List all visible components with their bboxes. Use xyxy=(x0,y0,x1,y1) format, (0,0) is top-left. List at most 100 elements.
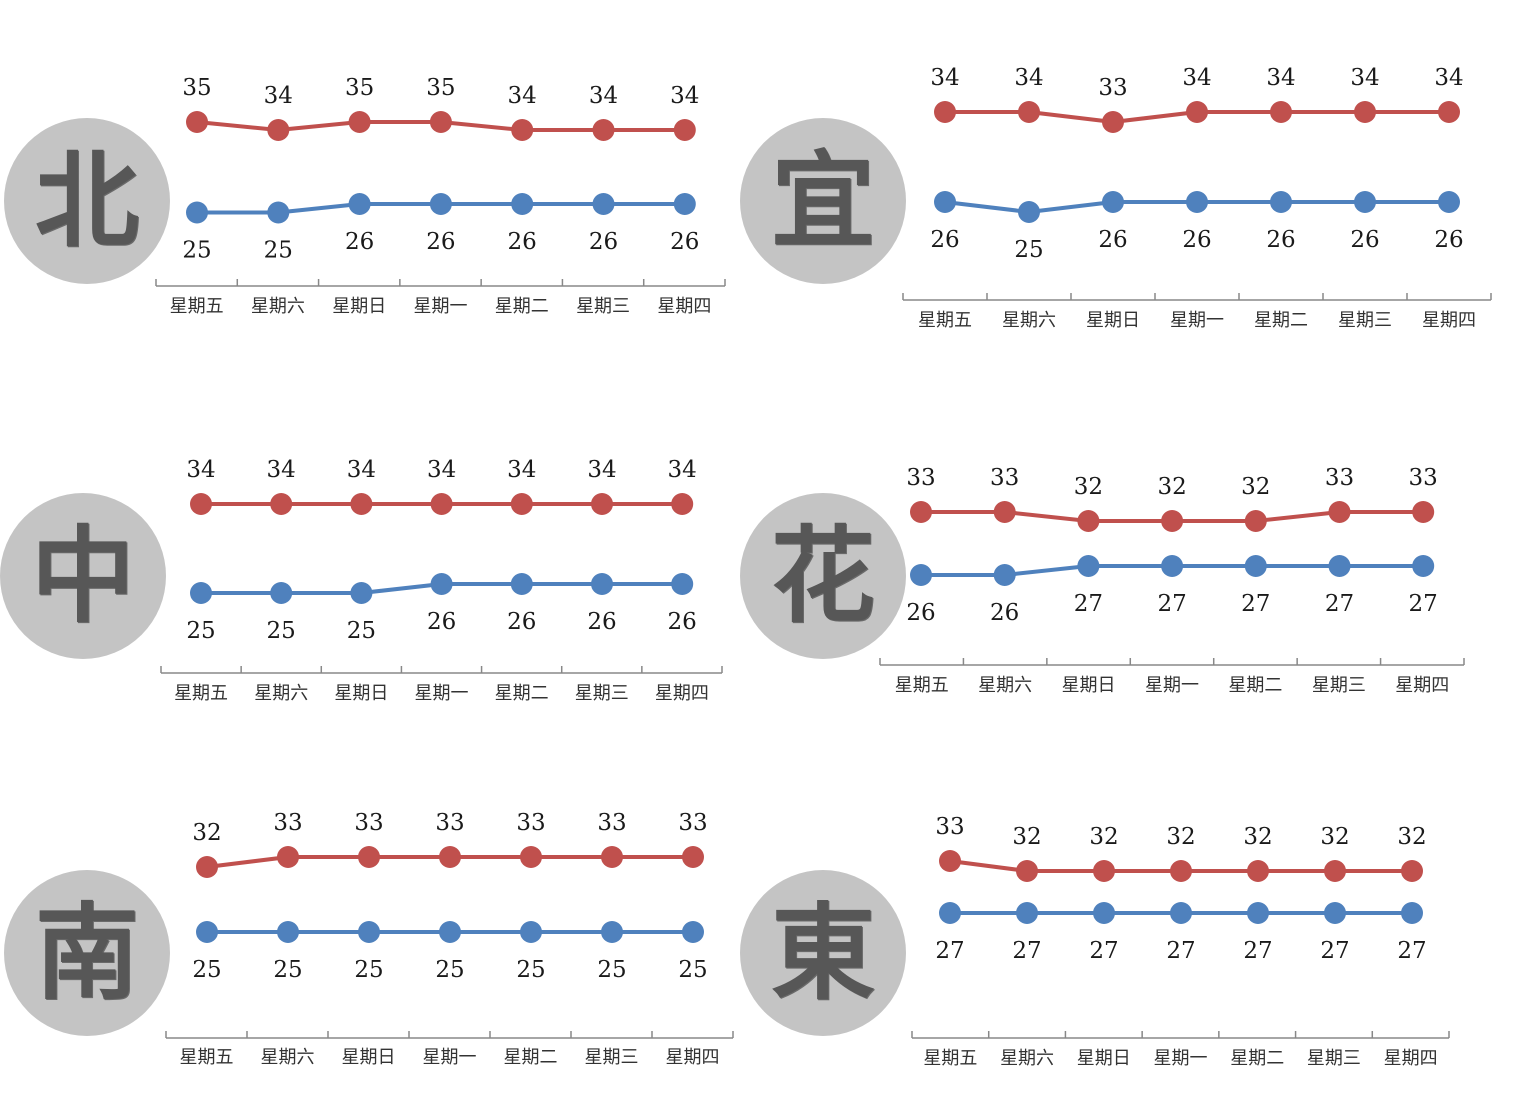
point-low xyxy=(267,201,290,224)
data-label-low: 27 xyxy=(1074,591,1103,617)
x-tick-label: 星期二 xyxy=(1254,310,1308,331)
data-label-high: 34 xyxy=(427,457,456,483)
point-low xyxy=(1324,902,1346,924)
x-tick-label: 星期五 xyxy=(918,310,972,331)
point-low xyxy=(1438,191,1460,213)
region-badge-4: 南 xyxy=(4,870,170,1036)
point-low xyxy=(1102,191,1124,213)
point-low xyxy=(1093,902,1115,924)
data-label-low: 26 xyxy=(508,229,537,255)
data-label-low: 26 xyxy=(1098,227,1127,253)
x-tick-label: 星期日 xyxy=(332,296,386,317)
data-label-low: 25 xyxy=(192,957,221,983)
x-tick-label: 星期日 xyxy=(334,683,388,704)
point-high xyxy=(270,493,293,515)
point-low xyxy=(1186,191,1208,213)
data-label-high: 35 xyxy=(182,75,211,101)
data-label-low: 25 xyxy=(264,238,293,264)
point-high xyxy=(1093,860,1115,882)
point-low xyxy=(1077,555,1100,577)
x-tick-label: 星期四 xyxy=(655,683,709,704)
region-badge-1: 宜 xyxy=(740,118,906,284)
data-label-low: 25 xyxy=(347,618,376,644)
point-low xyxy=(1170,902,1192,924)
point-high xyxy=(1412,501,1435,523)
x-tick-label: 星期二 xyxy=(495,296,549,317)
data-label-high: 32 xyxy=(1241,474,1270,500)
data-label-high: 34 xyxy=(589,83,618,109)
point-high xyxy=(277,846,299,868)
data-label-high: 33 xyxy=(1098,75,1127,101)
point-low xyxy=(429,193,452,215)
x-tick-label: 星期六 xyxy=(261,1047,315,1068)
region-label: 東 xyxy=(770,892,875,1014)
point-high xyxy=(1270,101,1292,123)
x-tick-label: 星期一 xyxy=(1170,310,1224,331)
region-label: 中 xyxy=(30,515,135,637)
x-tick-label: 星期六 xyxy=(1000,1048,1054,1069)
point-high xyxy=(591,493,613,515)
point-high xyxy=(1244,510,1267,532)
x-tick-label: 星期二 xyxy=(1230,1048,1284,1069)
point-high xyxy=(1161,510,1184,532)
x-tick-label: 星期三 xyxy=(575,683,629,704)
point-high xyxy=(1016,860,1038,882)
x-tick-label: 星期四 xyxy=(1384,1048,1438,1069)
point-low xyxy=(511,193,534,215)
data-label-high: 34 xyxy=(508,83,537,109)
data-label-low: 27 xyxy=(1243,938,1272,964)
point-high xyxy=(439,846,461,868)
data-label-low: 25 xyxy=(182,238,211,264)
x-tick-label: 星期六 xyxy=(254,683,308,704)
point-low xyxy=(592,193,615,215)
data-label-high: 34 xyxy=(930,65,959,91)
point-low xyxy=(1247,902,1269,924)
data-label-high: 34 xyxy=(668,457,697,483)
point-high xyxy=(673,119,696,141)
x-tick-label: 星期一 xyxy=(1145,675,1199,696)
data-label-low: 26 xyxy=(426,229,455,255)
data-label-high: 33 xyxy=(273,810,302,836)
data-label-low: 26 xyxy=(990,600,1019,626)
data-label-low: 25 xyxy=(678,957,707,983)
x-tick-label: 星期五 xyxy=(895,675,949,696)
point-high xyxy=(510,493,533,515)
data-label-low: 27 xyxy=(1241,591,1270,617)
point-high xyxy=(350,493,373,515)
data-label-low: 26 xyxy=(587,609,616,635)
point-low xyxy=(1354,191,1376,213)
point-high xyxy=(1324,860,1346,882)
point-low xyxy=(270,582,293,604)
data-label-low: 27 xyxy=(1397,938,1426,964)
x-tick-label: 星期五 xyxy=(923,1048,977,1069)
x-tick-label: 星期三 xyxy=(585,1047,639,1068)
data-label-high: 33 xyxy=(354,810,383,836)
x-tick-label: 星期六 xyxy=(978,675,1032,696)
data-label-high: 34 xyxy=(587,457,616,483)
data-label-high: 32 xyxy=(1012,824,1041,850)
data-label-high: 32 xyxy=(1320,824,1349,850)
x-tick-label: 星期五 xyxy=(180,1047,234,1068)
x-tick-label: 星期日 xyxy=(1086,310,1140,331)
data-label-high: 33 xyxy=(935,814,964,840)
point-high xyxy=(511,119,534,141)
data-label-high: 34 xyxy=(186,457,215,483)
x-tick-label: 星期四 xyxy=(666,1047,720,1068)
data-label-low: 26 xyxy=(1434,227,1463,253)
point-low xyxy=(1016,902,1038,924)
point-low xyxy=(682,921,704,943)
x-tick-label: 星期二 xyxy=(504,1047,558,1068)
point-low xyxy=(190,582,212,604)
point-low xyxy=(1270,191,1292,213)
point-high xyxy=(430,493,453,515)
x-tick-label: 星期一 xyxy=(423,1047,477,1068)
data-label-high: 33 xyxy=(906,465,935,491)
data-label-high: 34 xyxy=(267,457,296,483)
point-high xyxy=(939,850,961,872)
data-label-low: 26 xyxy=(668,609,697,635)
point-high xyxy=(993,501,1016,523)
point-low xyxy=(439,921,461,943)
region-label: 北 xyxy=(34,140,139,262)
